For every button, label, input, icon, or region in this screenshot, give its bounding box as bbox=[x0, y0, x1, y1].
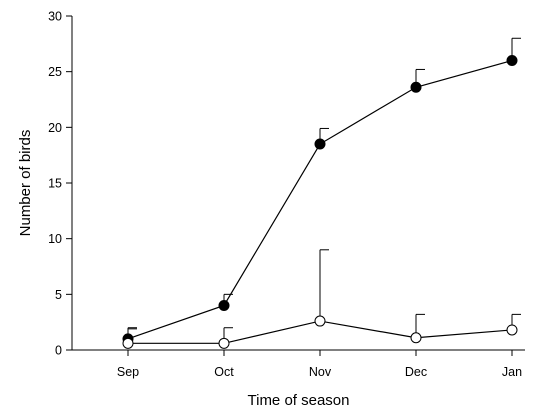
data-point bbox=[218, 299, 230, 311]
x-tick-label: Nov bbox=[309, 365, 332, 379]
x-tick-label: Jan bbox=[502, 365, 522, 379]
x-axis-title: Time of season bbox=[248, 392, 350, 409]
plot-area: 0 5 10 15 20 25 30 Sep Oct Nov Dec Jan bbox=[48, 10, 525, 379]
y-tick-label: 30 bbox=[48, 10, 62, 24]
data-point bbox=[410, 81, 422, 93]
x-tick-label: Sep bbox=[117, 365, 139, 379]
x-tick-label: Oct bbox=[214, 365, 234, 379]
x-tick-label: Dec bbox=[405, 365, 427, 379]
data-point bbox=[314, 138, 326, 150]
y-tick-label: 10 bbox=[48, 232, 62, 246]
x-axis-ticks: Sep Oct Nov Dec Jan bbox=[117, 350, 522, 379]
data-point bbox=[410, 332, 422, 344]
y-tick-label: 5 bbox=[55, 288, 62, 302]
data-point bbox=[506, 324, 518, 336]
data-point bbox=[218, 337, 230, 349]
data-point bbox=[122, 337, 134, 349]
series-2 bbox=[122, 249, 521, 349]
y-axis-ticks: 0 5 10 15 20 25 30 bbox=[48, 10, 72, 358]
y-tick-label: 0 bbox=[55, 344, 62, 358]
y-axis-title: Number of birds bbox=[17, 130, 34, 237]
data-point bbox=[506, 55, 518, 67]
series-layer bbox=[122, 37, 521, 349]
y-tick-label: 20 bbox=[48, 121, 62, 135]
data-point bbox=[314, 315, 326, 327]
y-tick-label: 25 bbox=[48, 65, 62, 79]
y-tick-label: 15 bbox=[48, 177, 62, 191]
series-1 bbox=[122, 37, 521, 345]
